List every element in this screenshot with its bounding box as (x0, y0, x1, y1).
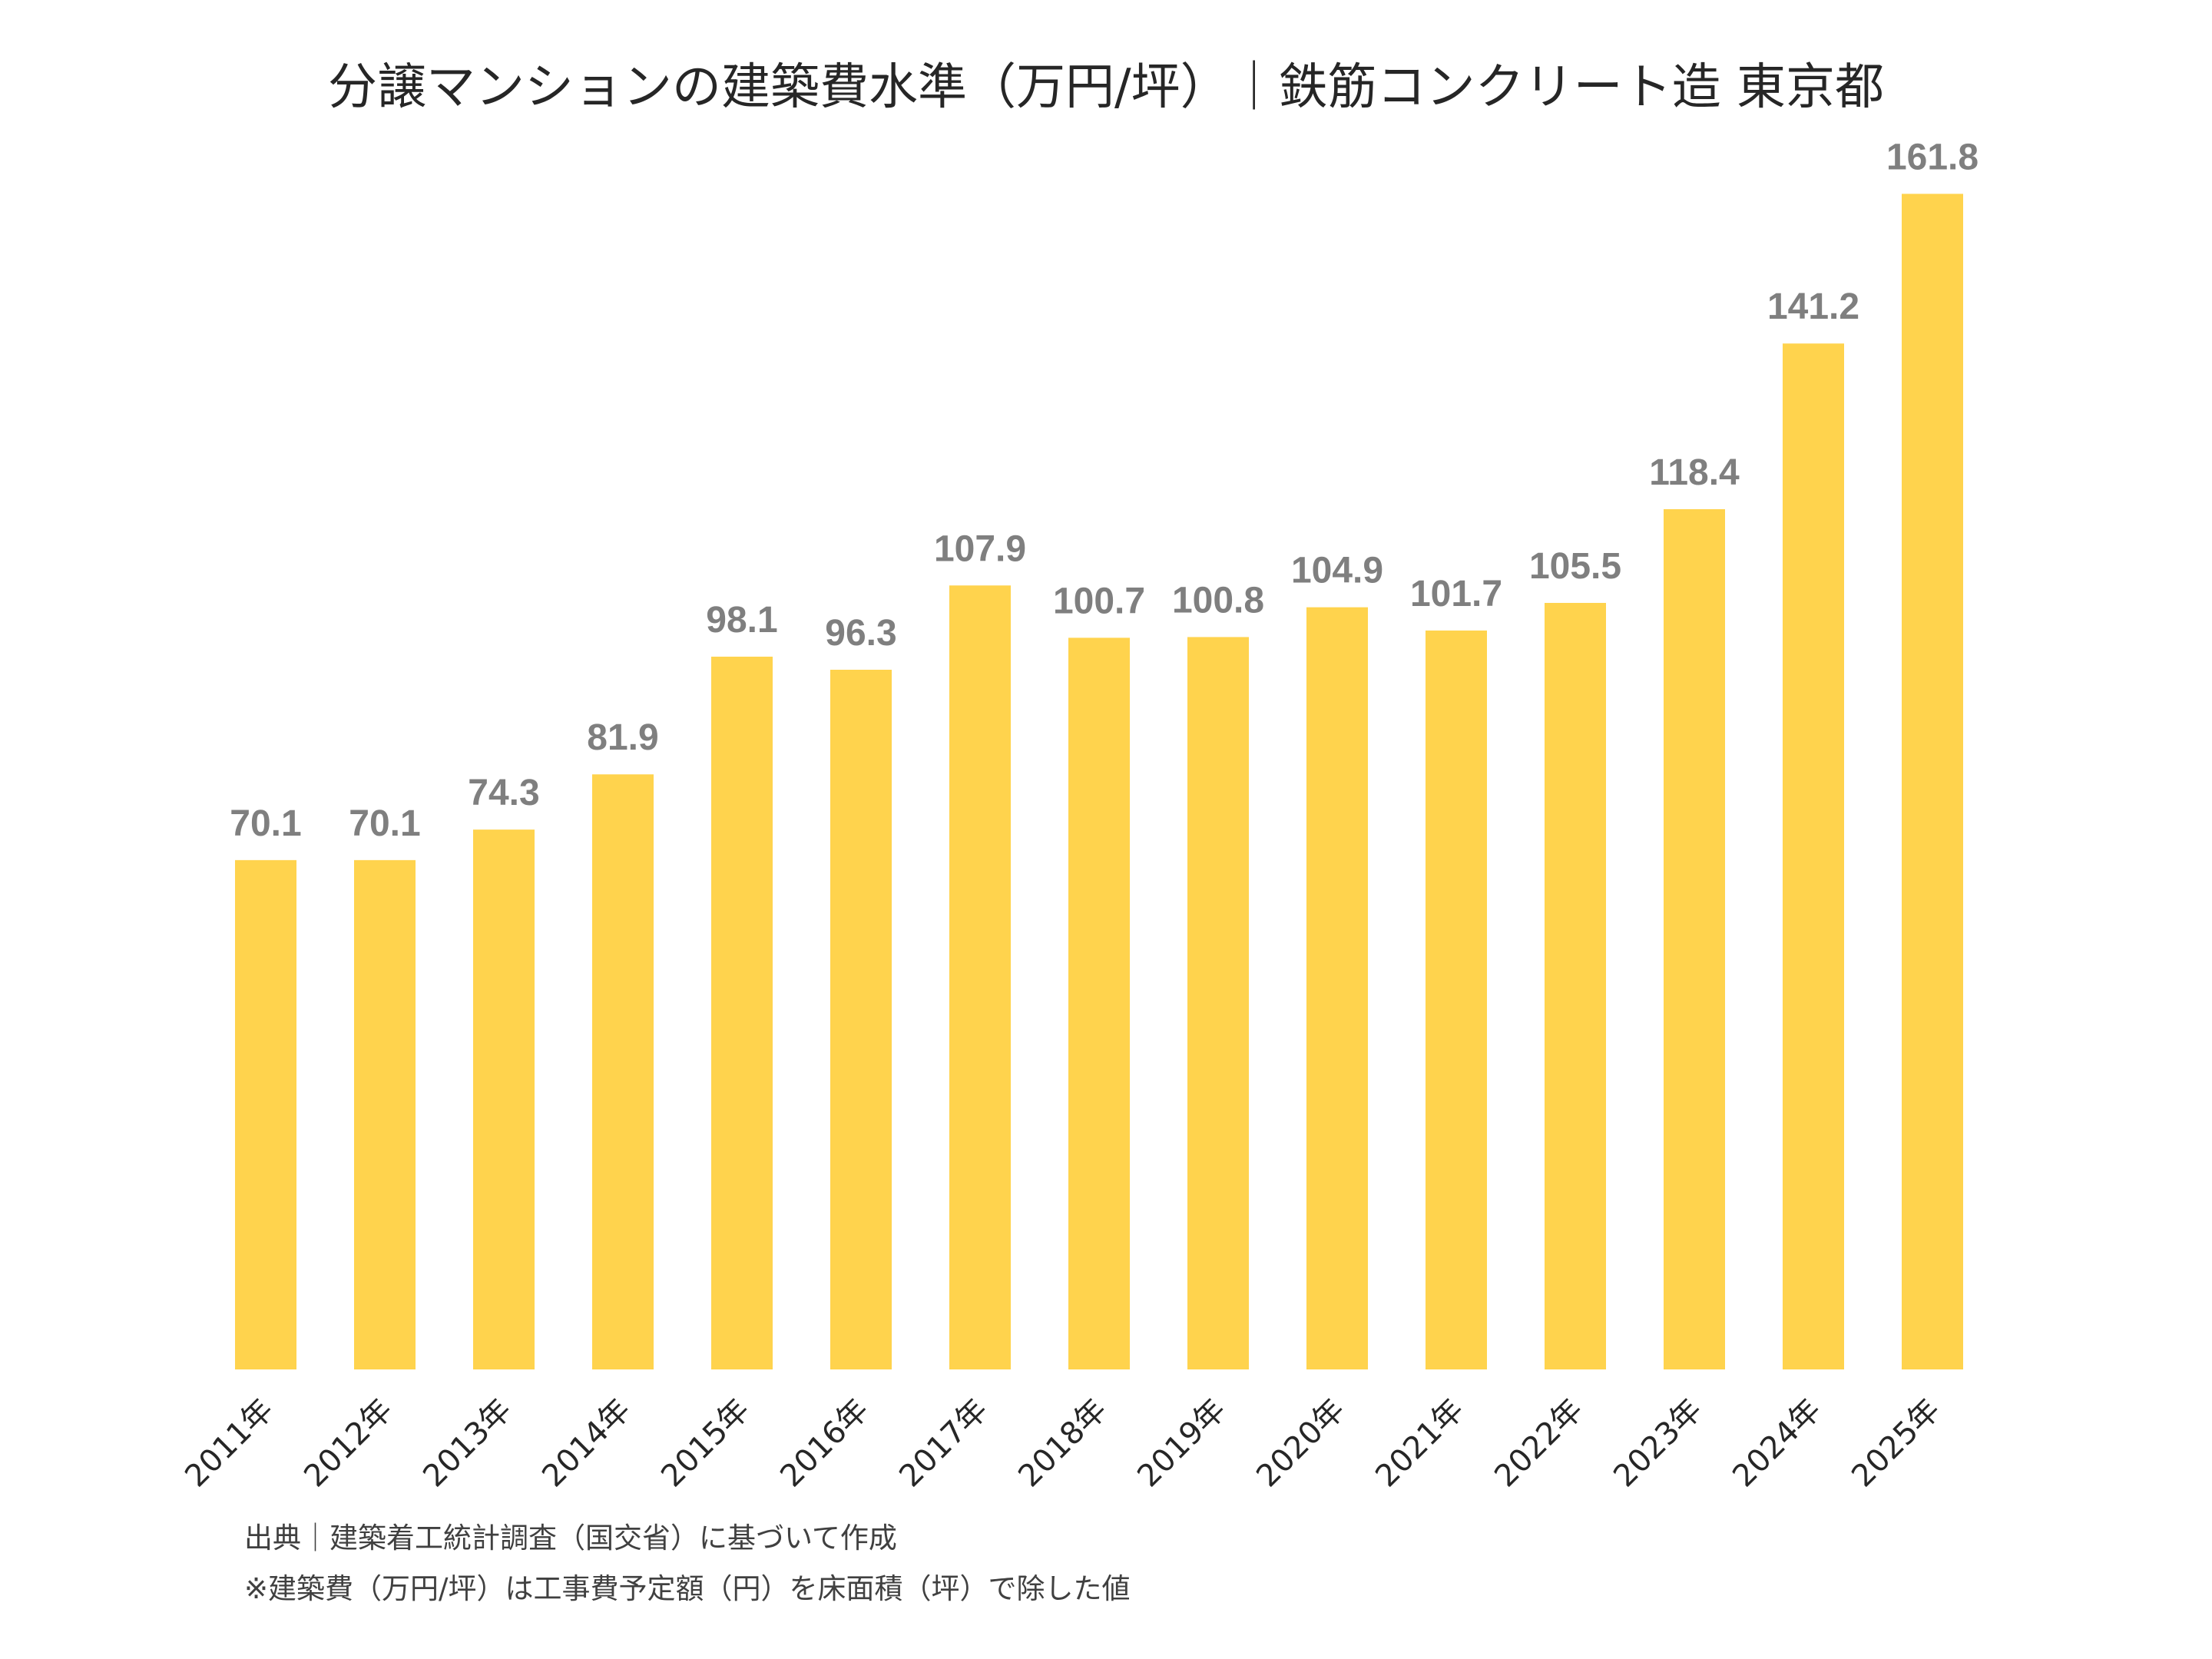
data-label: 81.9 (587, 717, 658, 758)
data-label: 100.8 (1172, 580, 1264, 621)
data-label: 118.4 (1649, 452, 1740, 493)
data-label: 70.1 (230, 803, 301, 844)
x-tick-label: 2011年 (178, 1392, 280, 1495)
x-tick-label: 2014年 (535, 1392, 637, 1495)
bar-2023年 (1664, 508, 1725, 1369)
x-tick-label: 2012年 (297, 1392, 399, 1495)
data-label: 100.7 (1053, 581, 1145, 621)
bar-2011年 (235, 859, 296, 1369)
x-tick-label: 2018年 (1012, 1392, 1114, 1495)
x-tick-label: 2016年 (773, 1392, 876, 1495)
data-label: 161.8 (1886, 137, 1979, 177)
x-tick-label: 2019年 (1131, 1392, 1233, 1495)
data-label: 104.9 (1291, 551, 1383, 591)
bar-2025年 (1902, 194, 1963, 1370)
bar-2012年 (354, 859, 416, 1369)
bar-2014年 (592, 774, 654, 1369)
x-tick-label: 2021年 (1369, 1392, 1471, 1495)
data-label: 98.1 (706, 600, 777, 641)
definition-note: ※建築費（万円/坪）は工事費予定額（円）を床面積（坪）で除した値 (244, 1572, 1131, 1605)
x-tick-label: 2025年 (1845, 1392, 1947, 1495)
bar-2018年 (1068, 637, 1130, 1369)
x-tick-label: 2013年 (416, 1392, 518, 1495)
bar-2020年 (1306, 607, 1368, 1369)
x-tick-label: 2023年 (1607, 1392, 1709, 1495)
bar-2022年 (1545, 602, 1606, 1369)
bar-2021年 (1426, 630, 1487, 1369)
data-label: 101.7 (1410, 574, 1502, 614)
bar-2019年 (1187, 637, 1249, 1369)
data-label: 107.9 (934, 528, 1026, 569)
data-label: 141.2 (1767, 286, 1859, 327)
bar-2016年 (830, 670, 892, 1369)
bar-2024年 (1783, 343, 1844, 1369)
data-label: 74.3 (468, 773, 539, 813)
x-tick-label: 2020年 (1250, 1392, 1352, 1495)
x-tick-label: 2022年 (1488, 1392, 1590, 1495)
data-label: 96.3 (825, 613, 896, 654)
bar-2017年 (949, 585, 1011, 1369)
x-tick-label: 2024年 (1726, 1392, 1828, 1495)
data-label: 70.1 (349, 803, 420, 844)
x-tick-label: 2017年 (892, 1392, 995, 1495)
data-label: 105.5 (1529, 546, 1621, 587)
x-tick-label: 2015年 (654, 1392, 757, 1495)
bar-2013年 (473, 830, 535, 1369)
source-note: 出典｜建築着工統計調査（国交省）に基づいて作成 (244, 1522, 897, 1555)
bar-2015年 (711, 656, 773, 1369)
chart-title: 分譲マンションの建築費水準（万円/坪）｜鉄筋コンクリート造 東京都 (328, 59, 1884, 116)
